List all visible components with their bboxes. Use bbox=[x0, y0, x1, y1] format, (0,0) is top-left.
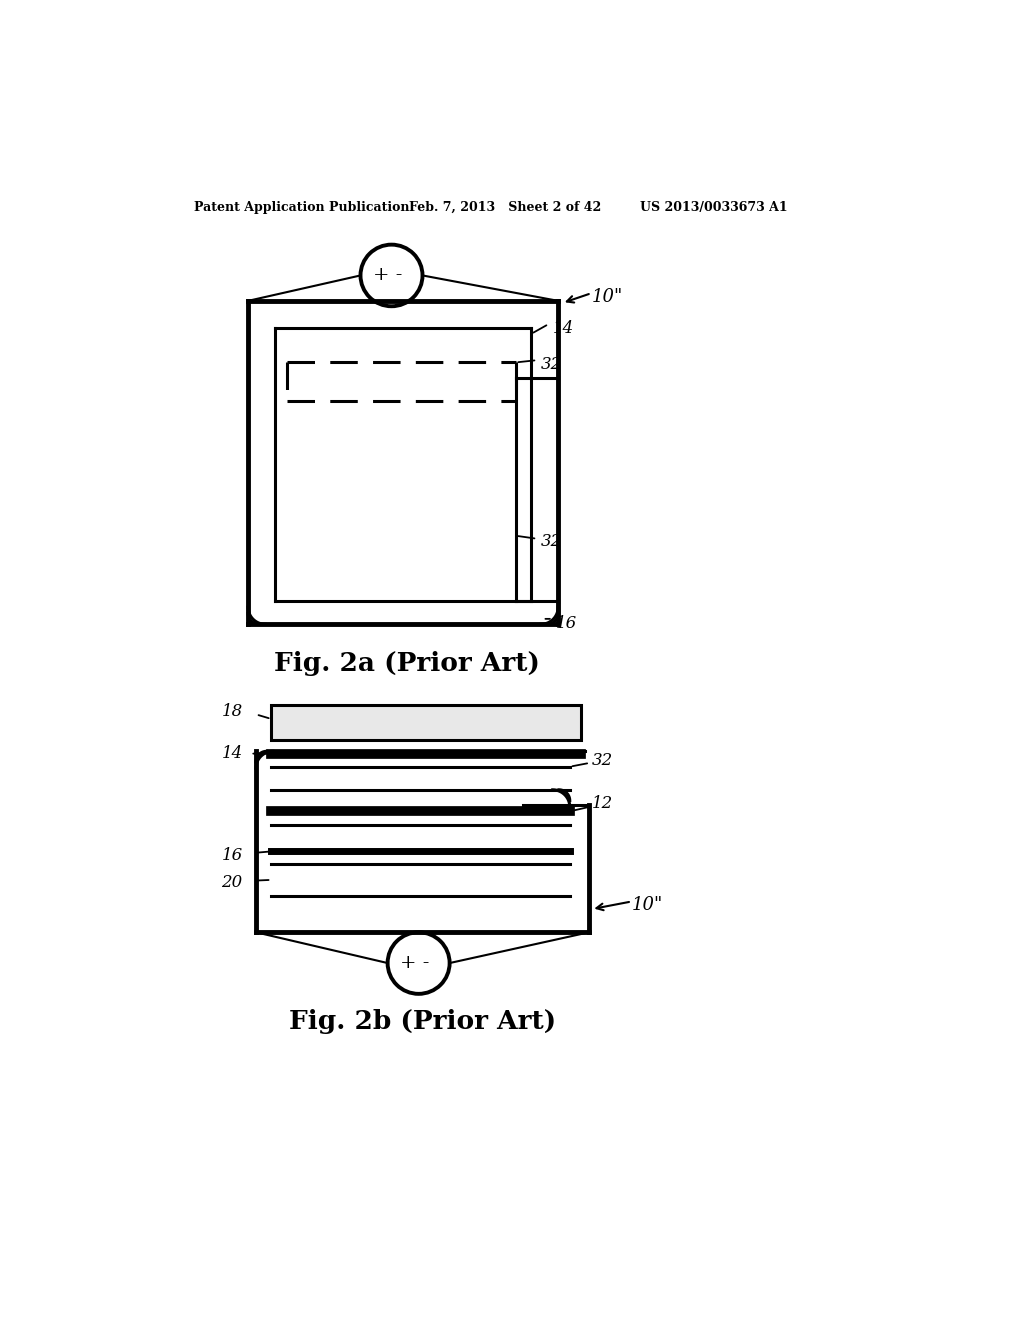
Text: 18: 18 bbox=[221, 702, 243, 719]
Text: 32: 32 bbox=[592, 752, 612, 770]
Text: 16: 16 bbox=[221, 846, 243, 863]
Text: 10": 10" bbox=[592, 288, 623, 306]
Text: 32: 32 bbox=[541, 533, 561, 550]
Text: 16: 16 bbox=[556, 615, 578, 632]
Text: 20: 20 bbox=[221, 874, 243, 891]
Bar bbox=[271, 705, 582, 739]
Text: Fig. 2b (Prior Art): Fig. 2b (Prior Art) bbox=[289, 1010, 556, 1035]
Text: 14: 14 bbox=[221, 744, 243, 762]
Text: US 2013/0033673 A1: US 2013/0033673 A1 bbox=[640, 201, 787, 214]
Text: Fig. 2a (Prior Art): Fig. 2a (Prior Art) bbox=[274, 651, 540, 676]
Text: 12: 12 bbox=[592, 795, 612, 812]
Text: Patent Application Publication: Patent Application Publication bbox=[194, 201, 410, 214]
Text: + -: + - bbox=[373, 267, 402, 284]
Text: 14: 14 bbox=[553, 321, 573, 337]
Text: 32: 32 bbox=[541, 355, 561, 372]
Text: Feb. 7, 2013   Sheet 2 of 42: Feb. 7, 2013 Sheet 2 of 42 bbox=[409, 201, 601, 214]
Text: 10": 10" bbox=[632, 896, 663, 913]
Text: + -: + - bbox=[400, 954, 429, 972]
